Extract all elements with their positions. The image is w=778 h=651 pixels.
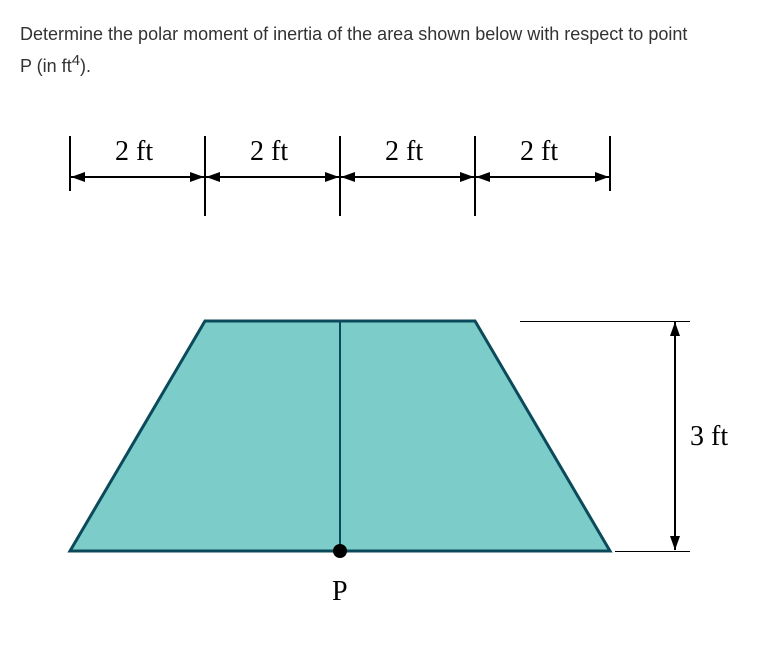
point-p-dot <box>333 544 347 558</box>
question-line1: Determine the polar moment of inertia of… <box>20 24 687 44</box>
dim-height: 3 ft <box>690 421 728 453</box>
trapezoid-svg <box>20 131 740 631</box>
guide-bottom <box>615 551 690 552</box>
question-line2-exp: 4 <box>72 52 80 69</box>
question-line2-suffix: ). <box>80 56 91 76</box>
guide-top <box>520 321 690 322</box>
dimline-height <box>674 322 676 550</box>
problem-statement: Determine the polar moment of inertia of… <box>20 20 758 81</box>
arrow-h-bot <box>670 536 680 550</box>
point-p-label: P <box>332 576 348 608</box>
trapezoid-diagram: 2 ft 2 ft 2 ft 2 ft 3 ft P <box>20 131 740 631</box>
question-line2-prefix: P (in ft <box>20 56 72 76</box>
